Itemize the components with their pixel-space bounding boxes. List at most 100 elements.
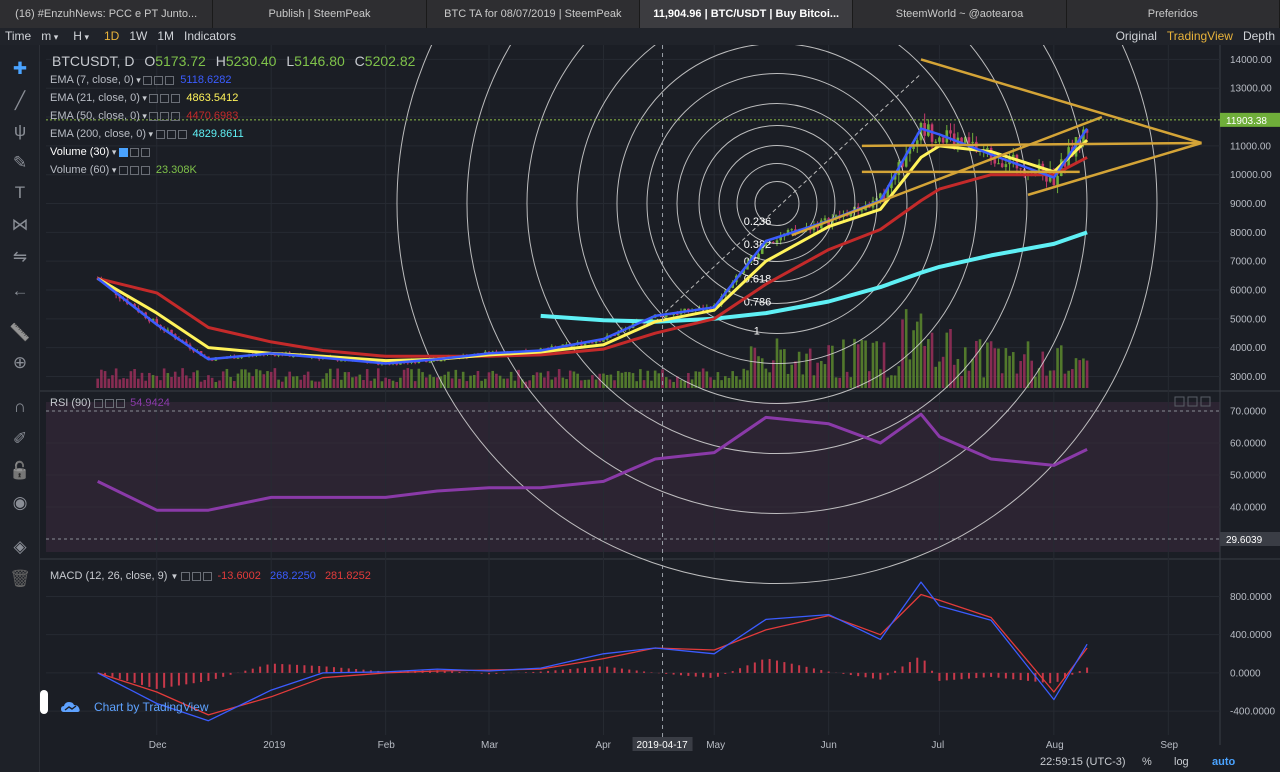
- toolbar-m-button[interactable]: m ▾: [41, 29, 59, 43]
- macd-hist-bar: [908, 662, 911, 673]
- volume-bar: [336, 368, 339, 388]
- ruler-icon[interactable]: 📏: [9, 323, 31, 342]
- browser-tab[interactable]: SteemWorld ~ @aotearoa: [853, 0, 1067, 28]
- indicator-legend[interactable]: EMA (50, close, 0) ▾ 4470.6983: [50, 110, 239, 122]
- toolbar-h-button[interactable]: H ▾: [73, 29, 89, 43]
- volume-bar: [797, 351, 801, 388]
- legend-buttons[interactable]: [118, 164, 152, 176]
- candle-body: [1045, 174, 1048, 182]
- eye-icon[interactable]: ◉: [12, 493, 28, 512]
- volume-bar: [941, 356, 945, 388]
- legend-buttons[interactable]: [94, 397, 127, 409]
- volume-bar: [340, 379, 343, 388]
- brush-icon[interactable]: ✎: [12, 153, 28, 172]
- volume-bar: [332, 379, 336, 388]
- trendline-icon[interactable]: ╱: [14, 91, 26, 110]
- volume-bar: [1026, 341, 1030, 388]
- indicator-legend[interactable]: Volume (30) ▾: [50, 146, 156, 158]
- volume-bar: [934, 366, 938, 388]
- unlock-icon[interactable]: 🔓: [9, 461, 31, 480]
- chevron-down-icon[interactable]: ▾: [139, 93, 150, 103]
- text-icon[interactable]: T: [14, 183, 26, 202]
- toolbar-indicators-button[interactable]: Indicators: [183, 29, 237, 43]
- macd-hist-bar: [643, 671, 646, 673]
- volume-bar: [616, 370, 620, 388]
- rsi-current-label: 29.6039: [1226, 535, 1263, 546]
- chevron-down-icon[interactable]: ▾: [146, 129, 156, 139]
- macd-hist-bar: [347, 668, 350, 673]
- tradingview-branding[interactable]: Chart by TradingView: [60, 700, 209, 714]
- indicator-legend[interactable]: EMA (200, close, 0) ▾ 4829.8611: [50, 128, 244, 140]
- volume-bar: [904, 309, 908, 388]
- volume-bar: [159, 380, 162, 388]
- browser-tab[interactable]: 11,904.96 | BTC/USDT | Buy Bitcoi...: [639, 0, 854, 28]
- chevron-down-icon[interactable]: ▾: [109, 165, 119, 175]
- volume-bar: [683, 381, 686, 388]
- volume-bar: [982, 377, 986, 388]
- view-tradingview-button[interactable]: TradingView: [1166, 29, 1233, 43]
- candle-body: [960, 137, 963, 143]
- volume-bar: [321, 378, 325, 388]
- auto-toggle[interactable]: auto: [1212, 756, 1236, 768]
- candle-body: [775, 240, 779, 243]
- legend-buttons[interactable]: [118, 146, 152, 158]
- toolbar-1m-button[interactable]: 1M: [157, 29, 174, 43]
- macd-legend[interactable]: MACD (12, 26, close, 9) ▼ -13.6002 268.2…: [50, 570, 371, 582]
- volume-bar: [424, 377, 428, 388]
- toolbar-1d-button[interactable]: 1D: [103, 29, 120, 43]
- magnet-icon[interactable]: ∩: [13, 397, 27, 416]
- indicator-legend[interactable]: Volume (60) ▾ 23.308K: [50, 164, 197, 176]
- left-scroll-handle[interactable]: [40, 690, 48, 714]
- toolbar-1w-button[interactable]: 1W: [129, 29, 148, 43]
- browser-tab[interactable]: Preferidos: [1066, 0, 1280, 28]
- volume-bar: [269, 371, 273, 388]
- legend-buttons[interactable]: [149, 92, 182, 104]
- indicator-legend[interactable]: EMA (7, close, 0) ▾ 5118.6282: [50, 74, 232, 86]
- volume-bar: [723, 376, 727, 388]
- trash-icon[interactable]: 🗑: [9, 569, 31, 588]
- view-depth-button[interactable]: Depth: [1242, 29, 1275, 43]
- volume-bar: [613, 380, 616, 388]
- back-arrow-icon[interactable]: ←: [11, 281, 29, 300]
- macd-hist-bar: [1004, 672, 1007, 679]
- macd-hist-bar: [340, 667, 343, 673]
- lock-drawing-icon[interactable]: ✐: [12, 429, 28, 448]
- pane-control-button: [1174, 396, 1185, 407]
- macd-hist-bar: [200, 672, 203, 683]
- macd-hist-bar: [266, 664, 269, 673]
- chevron-down-icon[interactable]: ▾: [109, 147, 119, 157]
- view-original-button[interactable]: Original: [1115, 29, 1157, 43]
- layers-icon[interactable]: ◈: [13, 537, 27, 556]
- indicator-legend[interactable]: EMA (21, close, 0) ▾ 4863.5412: [50, 92, 239, 104]
- legend-buttons[interactable]: [143, 74, 176, 86]
- chevron-down-icon[interactable]: ▾: [139, 111, 150, 121]
- legend-buttons[interactable]: [155, 128, 189, 140]
- chart-canvas[interactable]: 0.2360.3820.50.6180.786114000.0013000.00…: [40, 45, 1280, 772]
- toolbar-time-button[interactable]: Time: [5, 29, 32, 43]
- macd-hist-bar: [724, 672, 727, 674]
- legend-buttons[interactable]: [149, 110, 182, 122]
- candle-body: [997, 163, 1000, 165]
- volume-bar: [170, 376, 173, 388]
- chevron-down-icon[interactable]: ▼: [170, 572, 179, 581]
- crosshair-icon[interactable]: ✚: [12, 59, 28, 78]
- candle-body: [912, 146, 915, 149]
- legend-buttons[interactable]: [181, 570, 214, 582]
- volume-bar: [314, 381, 317, 388]
- pitchfork-icon[interactable]: ψ: [13, 121, 27, 140]
- browser-tab[interactable]: (16) #EnzuhNews: PCC e PT Junto...: [0, 0, 214, 28]
- pattern-icon[interactable]: ⋈: [11, 215, 29, 234]
- zoom-icon[interactable]: ⊕: [12, 353, 28, 372]
- prediction-icon[interactable]: ⇋: [12, 247, 28, 266]
- pane-control-button: [1200, 396, 1211, 407]
- percent-toggle[interactable]: %: [1142, 756, 1152, 768]
- browser-tab[interactable]: Publish | SteemPeak: [213, 0, 427, 28]
- rsi-legend[interactable]: RSI (90) 54.9424: [50, 397, 170, 409]
- log-toggle[interactable]: log: [1174, 756, 1189, 768]
- browser-tab[interactable]: BTC TA for 08/07/2019 | SteemPeak: [426, 0, 640, 28]
- volume-bar: [771, 360, 775, 388]
- volume-bar: [184, 375, 188, 388]
- price-tick-label: 14000.00: [1230, 55, 1272, 66]
- time-tick-label: Apr: [595, 740, 611, 751]
- chevron-down-icon[interactable]: ▾: [133, 75, 144, 85]
